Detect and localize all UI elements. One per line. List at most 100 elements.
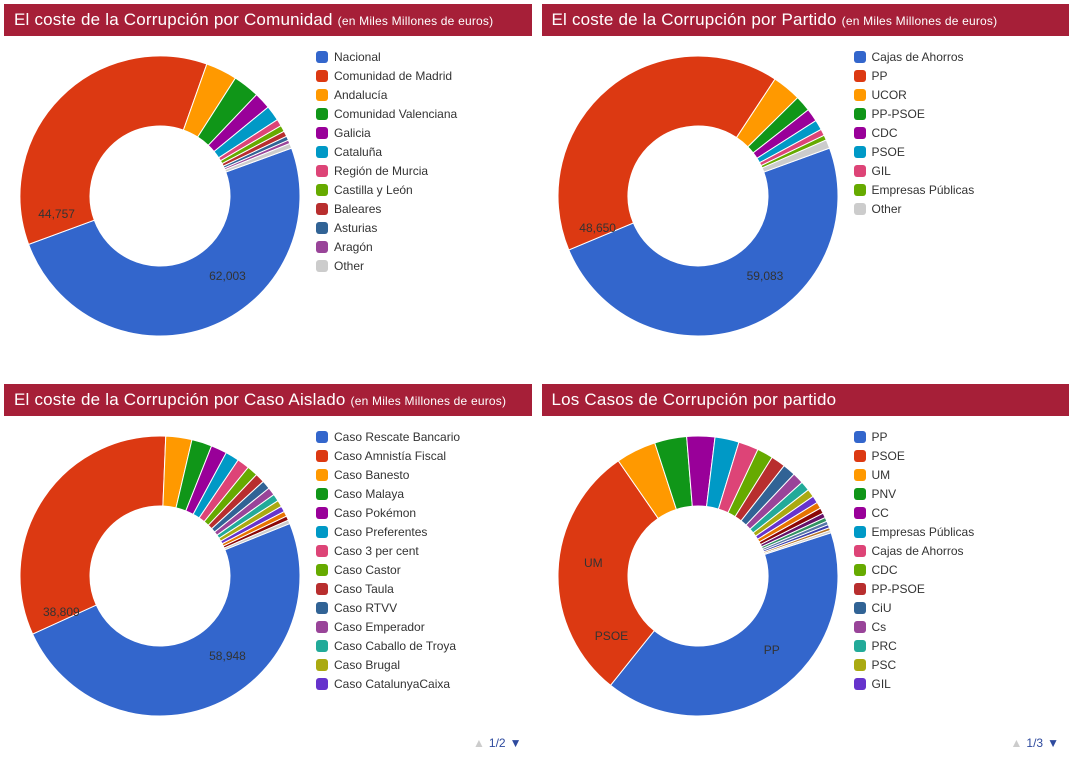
legend-item[interactable]: Caso Emperador xyxy=(316,620,526,634)
legend-item[interactable]: PP-PSOE xyxy=(854,582,1064,596)
donut-slice[interactable] xyxy=(558,56,775,250)
panel-title: El coste de la Corrupción por Partido xyxy=(552,10,837,29)
legend-item[interactable]: Caso Rescate Bancario xyxy=(316,430,526,444)
legend-item[interactable]: Caso Taula xyxy=(316,582,526,596)
panel-body: 59,08348,650 Cajas de Ahorros PP UCOR PP-PSO… xyxy=(542,36,1070,374)
legend-item[interactable]: Empresas Públicas xyxy=(854,183,1064,197)
panel-body: 62,00344,757NacionalComunidad de MadridA… xyxy=(4,36,532,374)
legend-item[interactable]: Cataluña xyxy=(316,145,526,159)
legend-label: Caso RTVV xyxy=(334,601,397,615)
legend-item[interactable]: UM xyxy=(854,468,1064,482)
legend-swatch xyxy=(854,678,866,690)
legend-swatch xyxy=(854,488,866,500)
legend-item[interactable]: Other xyxy=(316,259,526,273)
legend-item[interactable]: Comunidad Valenciana xyxy=(316,107,526,121)
legend-swatch xyxy=(316,659,328,671)
legend-item[interactable]: CC xyxy=(854,506,1064,520)
legend-item[interactable]: Other xyxy=(854,202,1064,216)
legend-swatch xyxy=(854,70,866,82)
legend-swatch xyxy=(854,184,866,196)
legend-swatch xyxy=(316,431,328,443)
legend-swatch xyxy=(854,146,866,158)
legend-item[interactable]: Cajas de Ahorros xyxy=(854,50,1064,64)
legend-swatch xyxy=(316,184,328,196)
legend-swatch xyxy=(316,488,328,500)
legend-item[interactable]: Región de Murcia xyxy=(316,164,526,178)
panel-casos_partido: Los Casos de Corrupción por partidoPPPSO… xyxy=(542,384,1070,754)
legend-swatch xyxy=(316,241,328,253)
pager-next-icon[interactable]: ▼ xyxy=(1047,737,1059,749)
legend-item[interactable]: Nacional xyxy=(316,50,526,64)
legend-item[interactable]: Castilla y León xyxy=(316,183,526,197)
legend-swatch xyxy=(854,507,866,519)
legend-item[interactable]: Caso Brugal xyxy=(316,658,526,672)
legend-swatch xyxy=(854,564,866,576)
legend-item[interactable]: Galicia xyxy=(316,126,526,140)
legend-swatch xyxy=(854,583,866,595)
legend-swatch xyxy=(316,165,328,177)
legend-item[interactable]: UCOR xyxy=(854,88,1064,102)
legend-item[interactable]: Asturias xyxy=(316,221,526,235)
panel-partido: El coste de la Corrupción por Partido (e… xyxy=(542,4,1070,374)
legend-swatch xyxy=(316,469,328,481)
legend-swatch xyxy=(854,51,866,63)
legend-label: Caso Castor xyxy=(334,563,401,577)
legend-item[interactable]: PSOE xyxy=(854,145,1064,159)
legend-swatch xyxy=(316,222,328,234)
legend-item[interactable]: Caso Preferentes xyxy=(316,525,526,539)
legend-item[interactable]: Caso Amnistía Fiscal xyxy=(316,449,526,463)
legend-swatch xyxy=(854,450,866,462)
legend-swatch xyxy=(316,602,328,614)
legend-item[interactable]: Andalucía xyxy=(316,88,526,102)
legend-item[interactable]: CDC xyxy=(854,563,1064,577)
legend-item[interactable]: CiU xyxy=(854,601,1064,615)
legend-item[interactable]: Cajas de Ahorros xyxy=(854,544,1064,558)
legend-item[interactable]: PSC xyxy=(854,658,1064,672)
donut-slice[interactable] xyxy=(20,436,166,634)
legend-item[interactable]: PP xyxy=(854,69,1064,83)
legend-item[interactable]: Comunidad de Madrid xyxy=(316,69,526,83)
legend-swatch xyxy=(316,564,328,576)
legend-swatch xyxy=(854,621,866,633)
legend-item[interactable]: Caso Malaya xyxy=(316,487,526,501)
legend-label: Caso Brugal xyxy=(334,658,400,672)
legend-swatch xyxy=(854,89,866,101)
legend-item[interactable]: Caso Pokémon xyxy=(316,506,526,520)
legend-item[interactable]: PP-PSOE xyxy=(854,107,1064,121)
legend-item[interactable]: Caso RTVV xyxy=(316,601,526,615)
legend-label: Caso Emperador xyxy=(334,620,425,634)
legend-label: PSOE xyxy=(872,449,905,463)
legend-item[interactable]: Caso Banesto xyxy=(316,468,526,482)
donut-chart: 59,08348,650 xyxy=(548,46,848,346)
legend-item[interactable]: PP xyxy=(854,430,1064,444)
donut-chart: 58,94838,809 xyxy=(10,426,310,726)
legend-swatch xyxy=(854,108,866,120)
legend-label: PP xyxy=(872,430,888,444)
legend-item[interactable]: Aragón xyxy=(316,240,526,254)
legend-item[interactable]: GIL xyxy=(854,677,1064,691)
panel-caso: El coste de la Corrupción por Caso Aisla… xyxy=(4,384,532,754)
donut-slice[interactable] xyxy=(20,56,207,244)
legend-item[interactable]: Caso CatalunyaCaixa xyxy=(316,677,526,691)
legend-label: CDC xyxy=(872,126,898,140)
legend-item[interactable]: Caso Castor xyxy=(316,563,526,577)
panel-body: PPPSOEUMPPPSOEUMPNVCCEmpresas PúblicasCa… xyxy=(542,416,1070,754)
legend-item[interactable]: CDC xyxy=(854,126,1064,140)
legend-item[interactable]: PRC xyxy=(854,639,1064,653)
legend-swatch xyxy=(316,127,328,139)
legend-item[interactable]: PNV xyxy=(854,487,1064,501)
legend: Nacional Comunidad de Madrid Andalucía Comu… xyxy=(316,46,526,273)
legend-item[interactable]: GIL xyxy=(854,164,1064,178)
legend-item[interactable]: Caso Caballo de Troya xyxy=(316,639,526,653)
legend-swatch xyxy=(316,70,328,82)
legend-item[interactable]: Baleares xyxy=(316,202,526,216)
legend-label: Cajas de Ahorros xyxy=(872,544,964,558)
panel-header: El coste de la Corrupción por Comunidad … xyxy=(4,4,532,36)
legend-item[interactable]: PSOE xyxy=(854,449,1064,463)
legend-item[interactable]: Caso 3 per cent xyxy=(316,544,526,558)
pager-next-icon[interactable]: ▼ xyxy=(510,737,522,749)
legend-item[interactable]: Empresas Públicas xyxy=(854,525,1064,539)
legend-label: Asturias xyxy=(334,221,377,235)
legend-item[interactable]: Cs xyxy=(854,620,1064,634)
panel-header: El coste de la Corrupción por Partido (e… xyxy=(542,4,1070,36)
